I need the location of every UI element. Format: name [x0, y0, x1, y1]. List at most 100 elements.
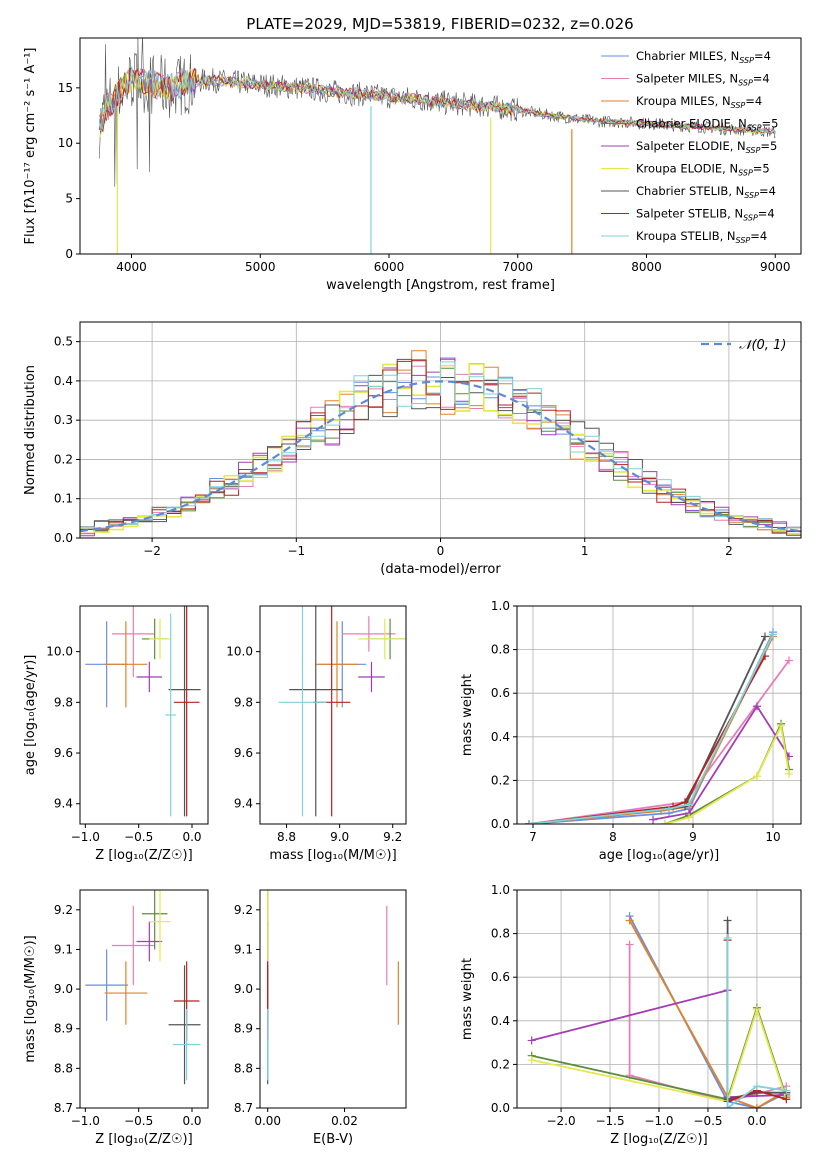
axes-frame	[516, 605, 802, 825]
legend-label-subscript: SSP	[738, 79, 753, 88]
x-axis-label: E(B-V)	[313, 1132, 353, 1147]
weight-line-series-3	[664, 720, 790, 824]
legend-label-subscript: SSP	[747, 124, 762, 133]
x-tick-label: −0.5	[124, 830, 153, 844]
y-tick-label: 0.0	[491, 1101, 510, 1115]
x-tick-label: −1.0	[71, 1114, 100, 1128]
x-axis-label: mass [log₁₀(M/M☉)]	[269, 848, 396, 863]
panel-mass-weight-vs-age: 7 8 9 10 0.0 0.2 0.4 0.6 0.8 1.0 age [log₁₀(age/yr…	[460, 599, 802, 863]
plot-area	[278, 606, 406, 817]
legend-label-series-2: Kroupa MILES, NSSP=4	[636, 94, 762, 110]
weight-marker-series-8	[769, 630, 777, 639]
x-tick-label: 0.00	[254, 1114, 281, 1128]
weight-marker-series-7	[782, 1095, 791, 1104]
y-tick-label: 8.8	[234, 1061, 253, 1075]
legend-label-suffix: =4	[759, 184, 776, 198]
legend-label-name: Kroupa STELIB, N	[636, 229, 736, 243]
legend-label-series-0: Chabrier MILES, NSSP=4	[636, 49, 771, 65]
x-tick-label: 0.0	[182, 830, 201, 844]
x-axis-label: Z [log₁₀(Z/Z☉)]	[95, 848, 192, 863]
y-tick-label: 9.1	[54, 942, 73, 956]
legend-label-name: Chabrier ELODIE, N	[636, 117, 747, 131]
weight-marker-series-5	[752, 1005, 761, 1014]
y-tick-label: 10.0	[46, 645, 73, 659]
y-tick-label: 0.2	[54, 452, 73, 466]
weight-marker-series-6	[723, 916, 732, 925]
legend-label-suffix: =4	[753, 72, 770, 86]
x-tick-label: −1	[287, 544, 305, 558]
x-tick-label: 8.8	[277, 830, 296, 844]
panel-age-vs-metallicity: −1.0 −0.5 0.0 9.4 9.6 9.8 10.0 Z [log₁₀(Z/Z☉)] a…	[23, 605, 209, 863]
x-tick-label: 9	[689, 830, 697, 844]
y-tick-label: 9.0	[54, 982, 73, 996]
weight-marker-series-4	[527, 1036, 536, 1045]
y-tick-label: 0.0	[54, 531, 73, 545]
weight-marker-series-4	[753, 702, 761, 711]
weight-marker-series-5	[685, 813, 693, 822]
y-tick-label: 0.8	[491, 643, 510, 657]
panel-residual-distribution: 𝒩(0, 1) −2 −1 0 1 2 0.0 0.1 0.2 0.3 0.4 0.5 (data-mo…	[23, 321, 802, 577]
x-tick-label: 4000	[116, 260, 147, 274]
panel-spectrum: 4000 5000 6000 7000 8000 9000 0 5 10 15 wavelength…	[23, 37, 802, 293]
weight-marker-series-8	[723, 933, 732, 942]
y-tick-label: 0.6	[491, 970, 510, 984]
x-tick-label: 0.0	[747, 1114, 766, 1128]
y-axis-label: age [log₁₀(age/yr)]	[23, 655, 38, 776]
y-tick-label: 0.5	[54, 335, 73, 349]
y-tick-label: 0.0	[491, 817, 510, 831]
x-tick-label: −2	[143, 544, 161, 558]
legend-label-suffix: =4	[754, 49, 771, 63]
x-axis-label: Z [log₁₀(Z/Z☉)]	[95, 1132, 192, 1147]
weight-line-series-4	[652, 704, 790, 821]
axes-frame	[79, 605, 209, 825]
y-tick-label: 0	[65, 247, 73, 261]
weight-line-series-8	[726, 938, 787, 1108]
legend-label-name: Salpeter ELODIE, N	[636, 139, 746, 153]
plot-area	[267, 890, 399, 1085]
y-tick-label: 1.0	[491, 883, 510, 897]
x-tick-label: 2	[725, 544, 733, 558]
weight-marker-series-5	[661, 820, 669, 824]
normal-reference-curve	[80, 380, 801, 533]
y-axis-label: Flux [fλ10⁻¹⁷ erg cm⁻² s⁻¹ A⁻¹]	[23, 48, 38, 245]
x-tick-label: 8000	[631, 260, 662, 274]
x-tick-label: 0	[437, 544, 445, 558]
legend-label-name: Kroupa MILES, N	[636, 94, 731, 108]
plot-area	[517, 890, 801, 1108]
legend-label-suffix: =4	[750, 229, 767, 243]
panel-mass-vs-extinction: 0.00 0.02 8.7 8.8 8.9 9.0 9.1 9.2 E(B-V)	[234, 889, 407, 1147]
y-axis-label: mass weight	[460, 958, 475, 1040]
y-tick-label: 8.7	[54, 1101, 73, 1115]
axes-frame	[259, 605, 407, 825]
weight-marker-series-4	[649, 815, 657, 824]
legend-label-suffix: =5	[762, 117, 779, 131]
weight-marker-series-5	[785, 769, 793, 778]
y-tick-label: 0.2	[491, 1057, 510, 1071]
weight-line-series-5	[531, 1006, 788, 1103]
legend-label-subscript: SSP	[744, 191, 759, 200]
weight-marker-series-6	[761, 632, 769, 641]
legend-label-subscript: SSP	[731, 101, 746, 110]
y-tick-label: 9.6	[54, 746, 73, 760]
y-tick-label: 15	[58, 81, 73, 95]
plot-area	[98, 38, 776, 254]
y-tick-label: 9.4	[54, 797, 73, 811]
spectrum-line-series-4	[98, 68, 776, 135]
legend-label-suffix: =4	[745, 94, 762, 108]
legend-label-series-3: Chabrier ELODIE, NSSP=5	[636, 117, 778, 133]
y-tick-label: 8.7	[234, 1101, 253, 1115]
weight-line-series-2	[628, 920, 787, 1108]
x-tick-label: 1	[581, 544, 589, 558]
y-tick-label: 0.1	[54, 492, 73, 506]
weight-marker-series-1	[785, 656, 793, 665]
legend-label-series-6: Chabrier STELIB, NSSP=4	[636, 184, 776, 200]
legend-label-name: Salpeter MILES, N	[636, 72, 738, 86]
legend-label-suffix: =5	[753, 162, 770, 176]
weight-marker-series-8	[752, 1082, 761, 1091]
panel-age-vs-mass: 8.8 9.0 9.2 9.4 9.6 9.8 10.0 mass [log₁₀(M/M☉)]	[226, 605, 407, 863]
y-tick-label: 0.3	[54, 413, 73, 427]
axes-frame	[79, 889, 209, 1109]
y-tick-label: 9.8	[54, 695, 73, 709]
y-axis-label: mass weight	[460, 674, 475, 756]
weight-marker-series-8	[685, 800, 693, 809]
